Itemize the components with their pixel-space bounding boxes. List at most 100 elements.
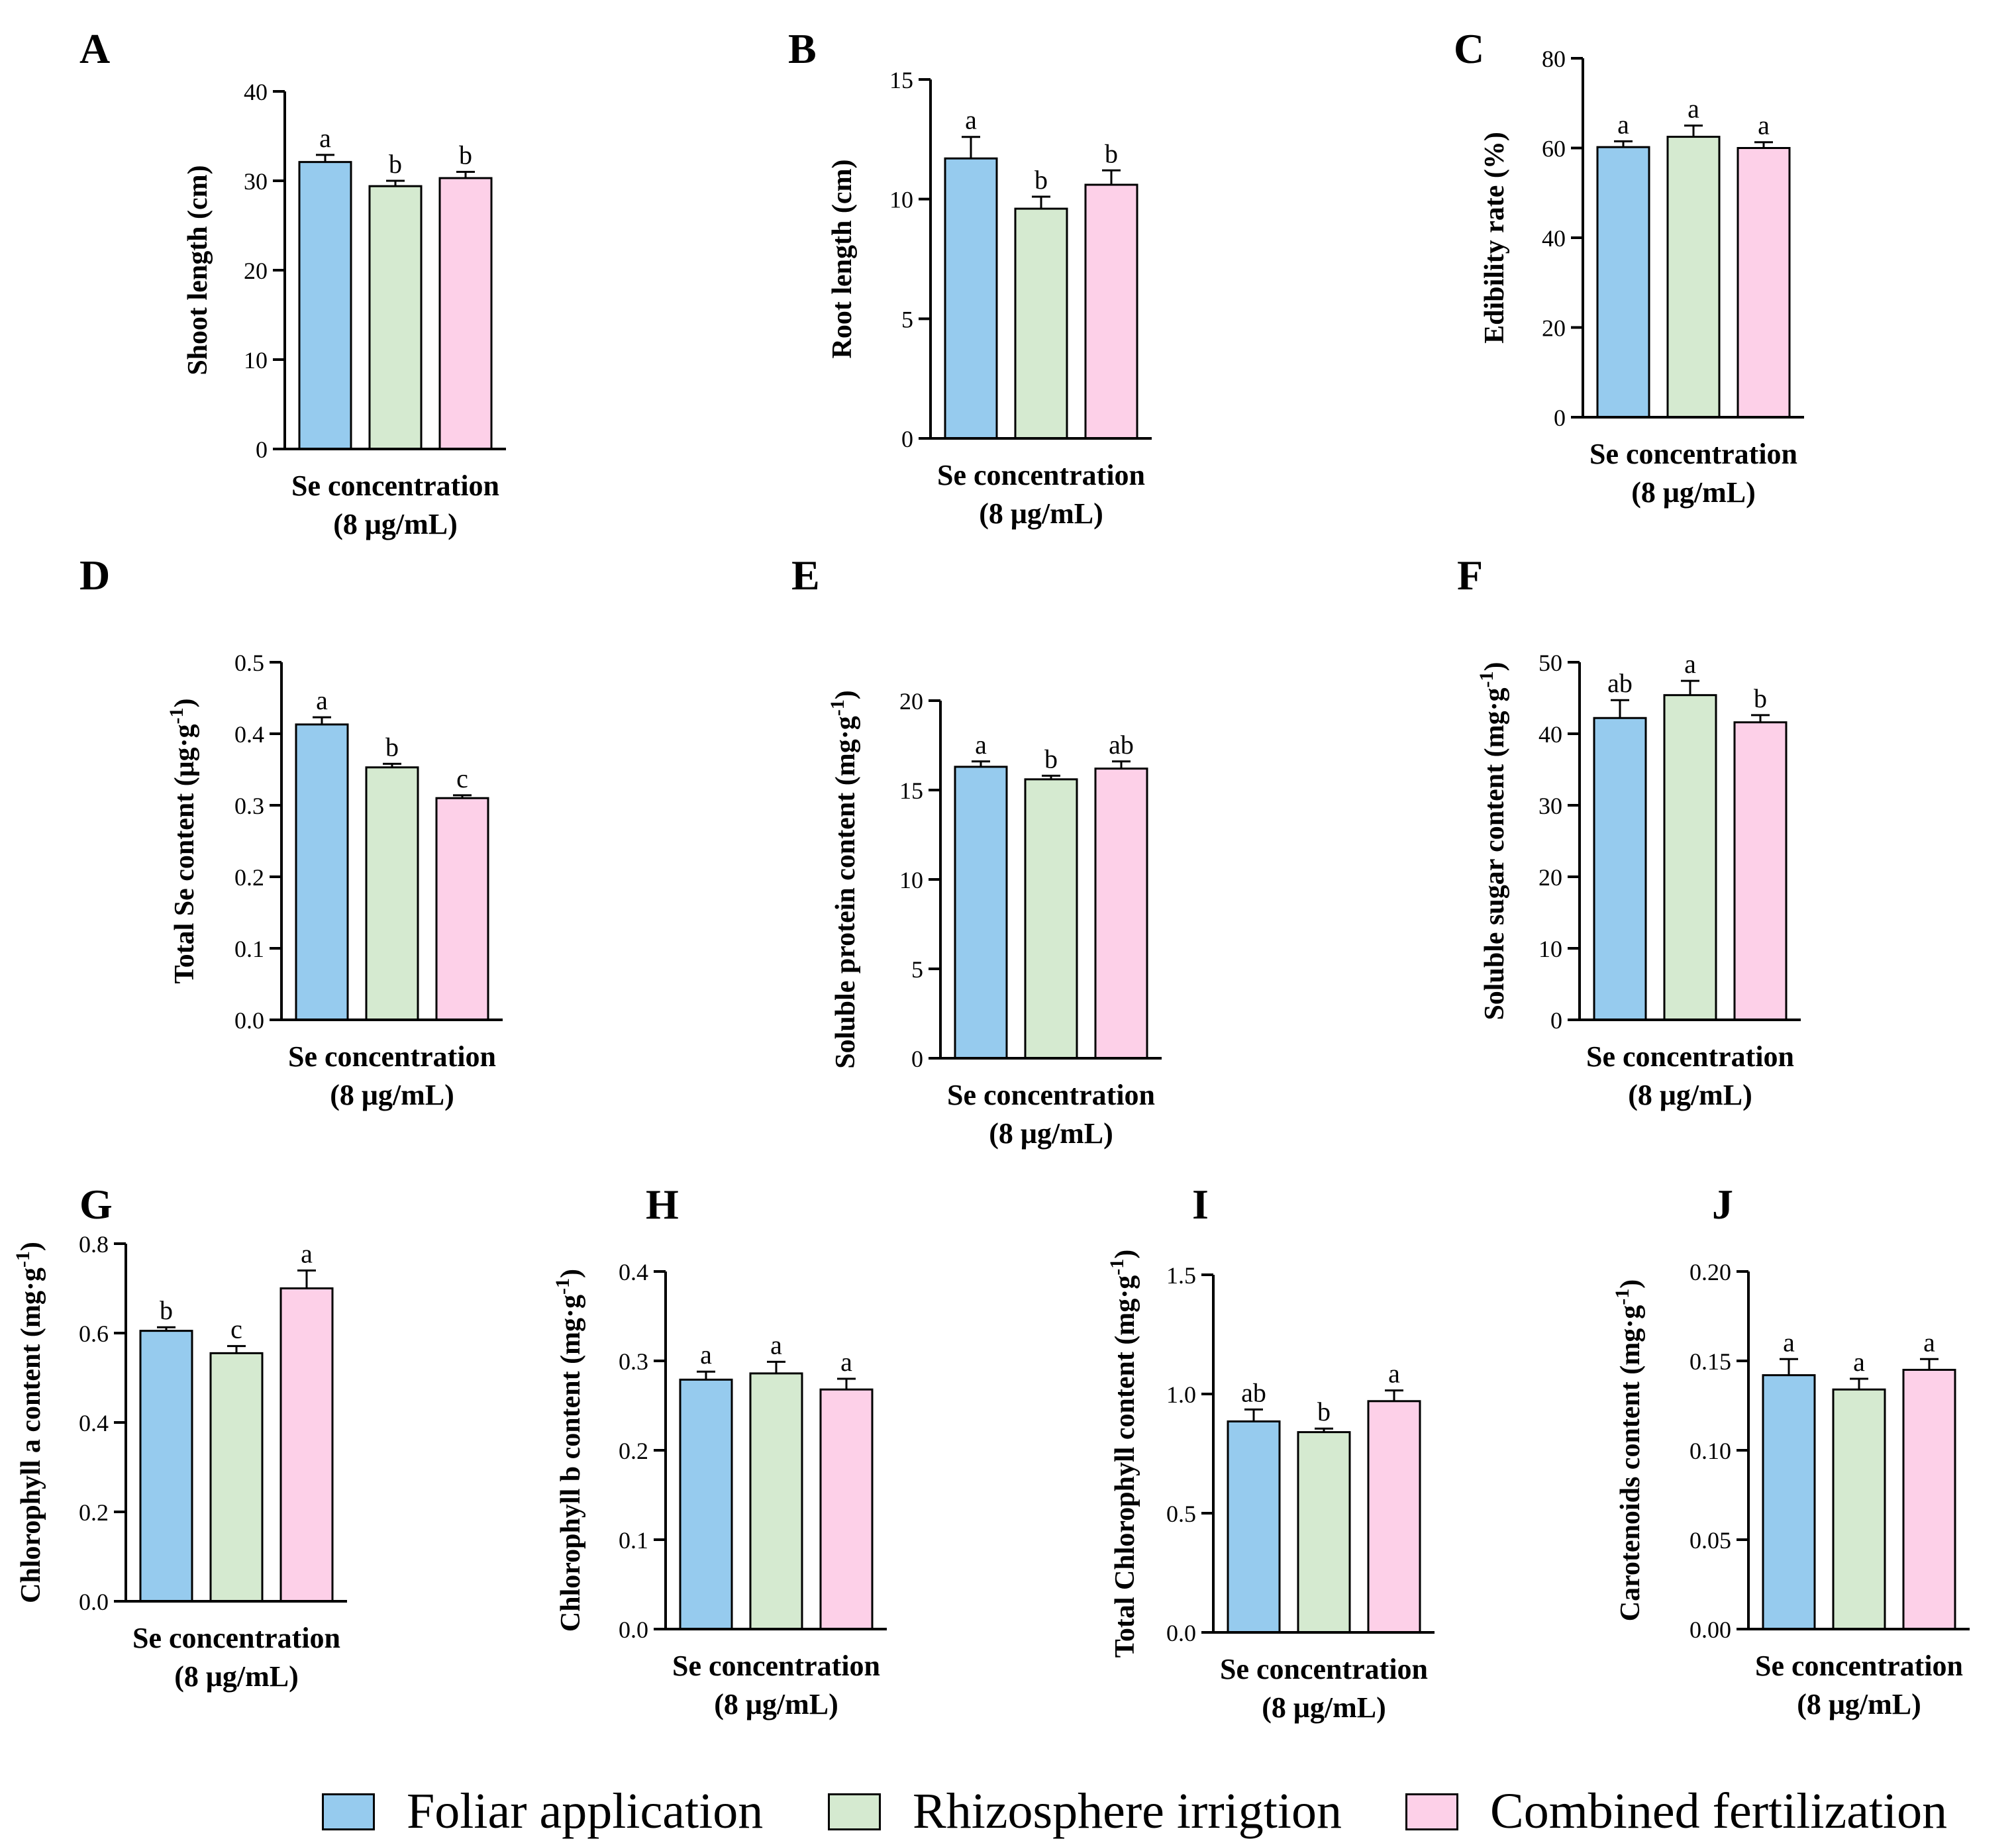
legend-label-combined: Combined fertilization	[1490, 1783, 1948, 1839]
y-tick-label-f-5: 50	[1538, 650, 1562, 676]
y-tick-label-e-3: 15	[899, 777, 923, 804]
y-tick-label-d-2: 0.2	[234, 864, 264, 891]
bar-f-1	[1593, 717, 1647, 1021]
significance-letter-h-1: a	[700, 1340, 712, 1369]
panel-letter-b: B	[788, 25, 817, 72]
y-tick-label-j-3: 0.15	[1689, 1348, 1731, 1375]
x-axis-sublabel-j: (8 μg/mL)	[1797, 1688, 1921, 1720]
bar-h-3	[819, 1388, 874, 1630]
panel-letter-i: I	[1192, 1181, 1209, 1228]
significance-letter-e-3: ab	[1109, 730, 1134, 760]
bar-a-2	[368, 185, 423, 450]
y-tick-label-g-2: 0.4	[79, 1410, 109, 1436]
legend-label-rhizosphere: Rhizosphere irrigtion	[913, 1783, 1342, 1839]
significance-letter-h-3: a	[840, 1347, 852, 1377]
bar-g-1	[139, 1330, 193, 1603]
y-tick-label-j-4: 0.20	[1689, 1259, 1731, 1285]
y-axis-label-j: Carotenoids content (mg·g-1)	[1611, 1279, 1646, 1622]
y-tick-label-g-3: 0.6	[79, 1320, 109, 1347]
panel-letter-f: F	[1457, 552, 1483, 599]
significance-letter-c-3: a	[1758, 111, 1770, 140]
y-tick-label-f-4: 40	[1538, 721, 1562, 748]
y-axis-label-e: Soluble protein content (mg·g-1)	[827, 690, 861, 1068]
significance-letter-i-2: b	[1317, 1397, 1331, 1426]
y-tick-label-f-0: 0	[1550, 1007, 1562, 1034]
y-tick-label-h-3: 0.3	[619, 1348, 648, 1375]
bar-a-3	[438, 177, 493, 450]
significance-letter-j-3: a	[1923, 1327, 1935, 1357]
x-axis-sublabel-b: (8 μg/mL)	[979, 497, 1103, 530]
x-axis-sublabel-d: (8 μg/mL)	[330, 1079, 454, 1111]
y-axis-label-a: Shoot length (cm)	[183, 165, 213, 375]
bar-j-1	[1762, 1374, 1816, 1630]
panel-letter-e: E	[791, 552, 820, 599]
y-tick-label-e-2: 10	[899, 867, 923, 893]
legend-swatch-foliar	[322, 1793, 375, 1830]
y-tick-label-h-0: 0.0	[619, 1617, 648, 1643]
significance-letter-g-2: c	[230, 1315, 242, 1344]
y-tick-label-g-1: 0.2	[79, 1499, 109, 1526]
significance-letter-e-2: b	[1044, 744, 1058, 773]
significance-letter-g-1: b	[160, 1295, 173, 1325]
y-tick-label-d-4: 0.4	[234, 721, 264, 748]
bar-h-2	[749, 1372, 803, 1630]
y-tick-label-d-1: 0.1	[234, 936, 264, 962]
y-axis-label-i: Total Chlorophyll content (mg·g-1)	[1106, 1250, 1140, 1658]
bar-b-2	[1014, 207, 1068, 440]
y-tick-label-f-1: 10	[1538, 936, 1562, 962]
significance-letter-j-1: a	[1783, 1327, 1795, 1357]
y-tick-label-b-0: 0	[901, 426, 913, 452]
bar-d-1	[295, 723, 349, 1021]
legend-swatch-rhizosphere	[828, 1793, 881, 1830]
y-tick-label-i-1: 0.5	[1166, 1501, 1196, 1527]
y-tick-label-f-2: 20	[1538, 864, 1562, 891]
x-axis-sublabel-g: (8 μg/mL)	[174, 1660, 298, 1693]
y-tick-label-c-2: 40	[1542, 225, 1566, 252]
legend-item-combined: Combined fertilization	[1405, 1783, 1947, 1840]
y-axis-label-b: Root length (cm)	[827, 160, 858, 359]
bar-b-1	[944, 157, 998, 440]
bar-i-3	[1367, 1400, 1421, 1634]
bar-j-3	[1902, 1369, 1956, 1630]
y-tick-label-a-0: 0	[256, 436, 268, 463]
bar-d-2	[365, 766, 419, 1021]
significance-letter-j-2: a	[1853, 1347, 1865, 1377]
significance-letter-c-1: a	[1617, 109, 1629, 139]
panel-letter-j: J	[1712, 1181, 1733, 1228]
y-tick-label-a-1: 10	[244, 347, 268, 373]
significance-letter-c-2: a	[1688, 94, 1699, 124]
significance-letter-i-1: ab	[1241, 1377, 1266, 1407]
y-tick-label-i-2: 1.0	[1166, 1381, 1196, 1408]
y-tick-label-a-2: 20	[244, 258, 268, 284]
significance-letter-d-3: c	[456, 764, 468, 793]
significance-letter-f-1: ab	[1607, 668, 1633, 698]
bar-c-1	[1596, 146, 1650, 419]
bar-e-3	[1094, 768, 1148, 1060]
y-tick-label-c-4: 80	[1542, 46, 1566, 72]
significance-letter-f-3: b	[1754, 683, 1767, 713]
significance-letter-b-2: b	[1034, 165, 1048, 195]
bar-e-2	[1024, 778, 1078, 1060]
y-axis-label-d: Total Se content (μg·g-1)	[166, 698, 200, 983]
bar-f-2	[1663, 694, 1717, 1021]
significance-letter-f-2: a	[1684, 649, 1696, 679]
y-axis-label-f: Soluble sugar content (mg·g-1)	[1476, 662, 1510, 1020]
legend: Foliar application Rhizosphere irrigtion…	[0, 1775, 2016, 1841]
legend-item-foliar: Foliar application	[322, 1783, 763, 1840]
y-tick-label-a-4: 40	[244, 79, 268, 105]
bar-h-1	[679, 1378, 733, 1630]
significance-letter-h-2: a	[770, 1330, 782, 1360]
significance-letter-a-1: a	[319, 123, 331, 153]
y-tick-label-g-4: 0.8	[79, 1231, 109, 1258]
significance-letter-e-1: a	[975, 730, 987, 760]
y-tick-label-i-0: 0.0	[1166, 1620, 1196, 1646]
x-axis-sublabel-c: (8 μg/mL)	[1631, 476, 1755, 509]
legend-swatch-combined	[1405, 1793, 1458, 1830]
x-axis-label-d: Se concentration	[288, 1040, 496, 1073]
y-tick-label-h-4: 0.4	[619, 1259, 648, 1285]
bar-i-2	[1297, 1431, 1351, 1634]
y-axis-label-g: Chlorophyll a content (mg·g-1)	[12, 1242, 46, 1603]
bar-b-3	[1084, 183, 1138, 440]
y-tick-label-g-0: 0.0	[79, 1589, 109, 1615]
